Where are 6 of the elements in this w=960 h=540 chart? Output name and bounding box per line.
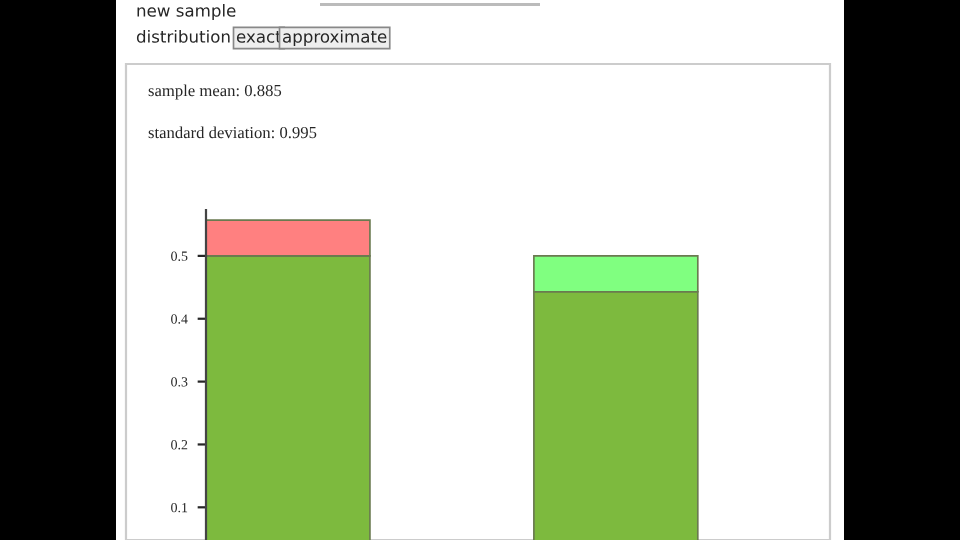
text: sample mean: 0.885 xyxy=(148,84,282,100)
text: distribution xyxy=(136,29,230,43)
text: standard deviation: 0.995 xyxy=(148,126,317,139)
text: approximate xyxy=(283,29,387,47)
text: new sample xyxy=(137,3,236,21)
text: exact xyxy=(236,30,282,43)
